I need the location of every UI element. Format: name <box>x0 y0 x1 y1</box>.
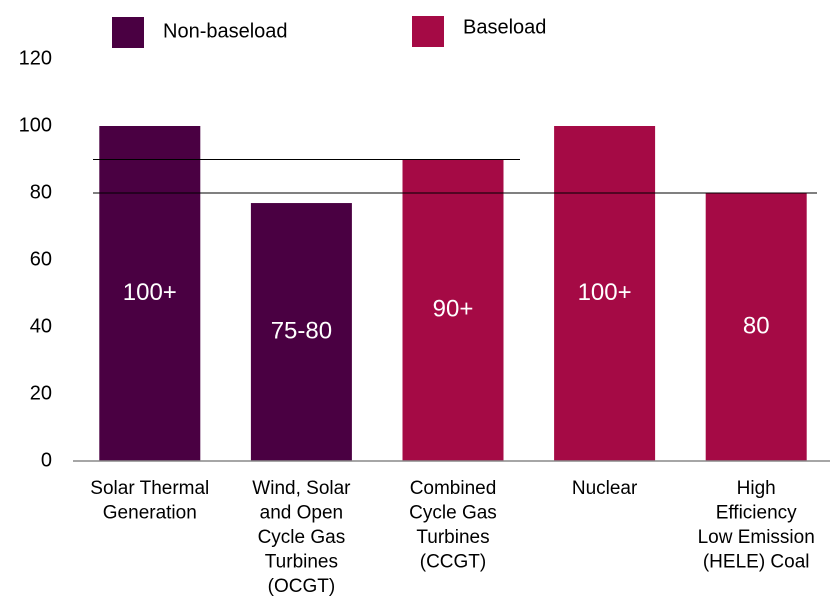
legend-label: Baseload <box>463 16 546 38</box>
legend-swatch <box>112 17 144 48</box>
x-tick-label-line: Low Emission <box>698 527 815 548</box>
y-tick-label: 40 <box>30 315 52 337</box>
y-tick-label: 80 <box>30 181 52 203</box>
value-label: 75-80 <box>271 317 332 344</box>
x-tick-label: Solar Thermal Generation <box>90 478 209 524</box>
y-tick-label: 60 <box>30 248 52 270</box>
value-label: 100+ <box>123 279 177 306</box>
x-tick-label-line: and Open <box>260 503 343 524</box>
x-tick-label-line: High <box>737 478 776 499</box>
x-tick-label-line: Cycle Gas <box>258 527 346 548</box>
x-tick-label: Combined Cycle Gas Turbines (CCGT) <box>409 478 497 573</box>
y-tick-label: 20 <box>30 382 52 404</box>
bar <box>402 159 504 461</box>
value-label: 80 <box>743 312 770 339</box>
bar <box>250 203 352 462</box>
x-tick-label-line: (OCGT) <box>268 576 336 597</box>
x-tick-label-line: Combined <box>410 478 497 499</box>
x-tick-label-line: Turbines <box>416 527 489 548</box>
x-tick-label-line: Turbines <box>265 552 338 573</box>
value-label: 100+ <box>578 279 632 306</box>
y-tick-label: 0 <box>41 449 52 471</box>
x-tick-label: Wind, Solar and Open Cycle Gas Turbines (OCG… <box>252 478 351 597</box>
y-tick-label: 100 <box>19 114 52 136</box>
x-tick-label-line: Efficiency <box>716 503 797 524</box>
x-tick-label: Nuclear <box>572 478 638 499</box>
x-tick-label-line: (CCGT) <box>420 552 486 573</box>
legend-swatch <box>412 16 444 47</box>
x-tick-label-line: (HELE) Coal <box>703 552 810 573</box>
y-tick-label: 120 <box>19 47 52 69</box>
bar <box>99 126 201 461</box>
x-tick-label-line: Solar Thermal <box>90 478 209 499</box>
x-tick-label-line: Generation <box>103 503 197 524</box>
value-label: 90+ <box>433 296 474 323</box>
bar <box>554 126 656 461</box>
x-tick-label: High Efficiency Low Emission (HELE) Coal <box>698 478 815 573</box>
x-tick-label-line: Wind, Solar <box>252 478 351 499</box>
x-tick-label-line: Cycle Gas <box>409 503 497 524</box>
legend-label: Non-baseload <box>163 20 288 42</box>
x-tick-label-line: Nuclear <box>572 478 638 499</box>
bar <box>705 193 807 461</box>
